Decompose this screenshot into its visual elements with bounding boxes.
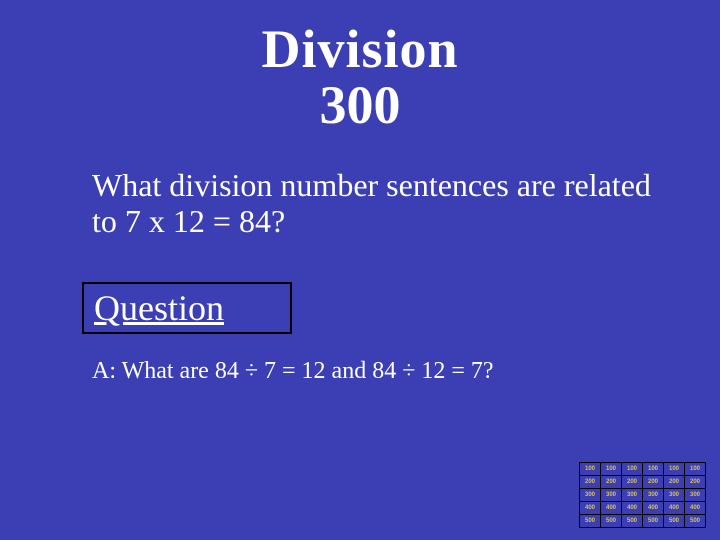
board-cell[interactable]: 400: [601, 502, 621, 514]
board-cell[interactable]: 100: [643, 463, 663, 475]
board-cell[interactable]: 100: [664, 463, 684, 475]
board-cell[interactable]: 200: [664, 476, 684, 488]
question-prompt: What division number sentences are relat…: [92, 168, 652, 240]
board-cell[interactable]: 300: [622, 489, 642, 501]
board-cell[interactable]: 300: [685, 489, 705, 501]
board-cell[interactable]: 300: [664, 489, 684, 501]
board-cell[interactable]: 200: [622, 476, 642, 488]
title-value: 300: [0, 74, 720, 136]
board-cell[interactable]: 400: [643, 502, 663, 514]
board-cell[interactable]: 500: [580, 515, 600, 527]
board-cell[interactable]: 200: [685, 476, 705, 488]
title-category: Division: [0, 18, 720, 80]
board-cell[interactable]: 500: [601, 515, 621, 527]
board-cell[interactable]: 200: [601, 476, 621, 488]
board-cell[interactable]: 400: [664, 502, 684, 514]
board-cell[interactable]: 500: [685, 515, 705, 527]
board-cell[interactable]: 500: [664, 515, 684, 527]
board-cell[interactable]: 300: [643, 489, 663, 501]
board-cell[interactable]: 400: [580, 502, 600, 514]
board-cell[interactable]: 500: [643, 515, 663, 527]
board-cell[interactable]: 300: [601, 489, 621, 501]
board-cell[interactable]: 100: [685, 463, 705, 475]
board-cell[interactable]: 200: [643, 476, 663, 488]
board-cell[interactable]: 100: [622, 463, 642, 475]
board-cell[interactable]: 100: [580, 463, 600, 475]
game-board: 1001001001001001002002002002002002003003…: [579, 462, 706, 528]
board-cell[interactable]: 300: [580, 489, 600, 501]
answer-text: A: What are 84 ÷ 7 = 12 and 84 ÷ 12 = 7?: [92, 358, 494, 385]
board-cell[interactable]: 500: [622, 515, 642, 527]
board-cell[interactable]: 200: [580, 476, 600, 488]
reveal-question-button[interactable]: Question: [82, 282, 292, 334]
board-cell[interactable]: 100: [601, 463, 621, 475]
slide-title: Division 300: [0, 18, 720, 136]
board-cell[interactable]: 400: [622, 502, 642, 514]
board-cell[interactable]: 400: [685, 502, 705, 514]
